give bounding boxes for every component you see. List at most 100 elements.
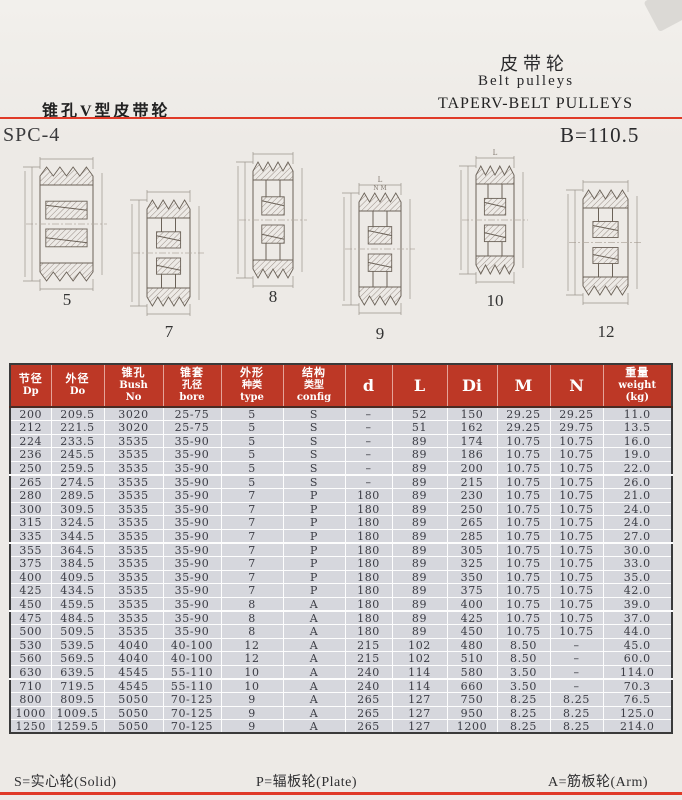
- cell: 10.75: [497, 461, 551, 477]
- cell: P: [283, 569, 346, 584]
- cell: S: [283, 406, 346, 421]
- cell: 500: [10, 624, 52, 639]
- cell: 10.75: [497, 583, 551, 598]
- table-row: 300 309.5 3535 35-90 7 P 180 89 250 10.75 10.75 24.…: [10, 501, 672, 516]
- cell: 35-90: [163, 569, 222, 584]
- cell: 40-100: [163, 637, 222, 652]
- cell: 3535: [104, 569, 164, 584]
- cell: 180: [345, 501, 393, 516]
- header-cell: 结构 类型 config: [283, 364, 346, 409]
- cell: 409.5: [51, 569, 105, 584]
- cell: 21.0: [603, 488, 672, 503]
- cell: 180: [345, 610, 393, 625]
- drawing-label-7: 7: [164, 322, 174, 341]
- cell: 1200: [447, 719, 498, 734]
- cell: 375: [447, 583, 498, 598]
- cell: 52: [392, 406, 448, 421]
- cell: 265: [345, 705, 393, 720]
- cell: 384.5: [51, 556, 105, 571]
- cell: P: [283, 501, 346, 516]
- table-row: 335 344.5 3535 35-90 7 P 180 89 285 10.75 10.75 27.…: [10, 529, 672, 545]
- cell: 35-90: [163, 515, 222, 530]
- header-cell: 锥孔 Bush No: [104, 364, 164, 409]
- cell: 10.75: [497, 515, 551, 530]
- cell: 7: [221, 542, 284, 557]
- cell: 162: [447, 420, 498, 435]
- table-row: 200 209.5 3020 25-75 5 S –52 150 29.25 29.25 11.0: [10, 406, 672, 421]
- svg-text:N M: N M: [373, 185, 386, 192]
- cell: 8.25: [550, 705, 604, 720]
- cell: 324.5: [51, 515, 105, 530]
- cell: 45.0: [603, 637, 672, 652]
- cell: 240: [345, 664, 393, 681]
- cell: A: [283, 719, 346, 734]
- cell: –: [345, 433, 393, 448]
- pulley-drawing-5: [23, 157, 107, 291]
- cell: 35-90: [163, 447, 222, 462]
- cell: 89: [392, 624, 448, 639]
- cell: 13.5: [603, 420, 672, 435]
- cell: 125.0: [603, 705, 672, 720]
- cell: 51: [392, 420, 448, 435]
- cell: 350: [447, 569, 498, 584]
- cell: 400: [447, 597, 498, 613]
- cell: A: [283, 678, 346, 693]
- cell: 8: [221, 624, 284, 639]
- cell: 5050: [104, 705, 164, 720]
- cell: 250: [447, 501, 498, 516]
- cell: 114.0: [603, 664, 672, 681]
- section-heading-en: TAPERV-BELT PULLEYS: [438, 95, 633, 112]
- cell: A: [283, 651, 346, 666]
- cell: 25-75: [163, 406, 222, 421]
- cell: 1259.5: [51, 719, 105, 734]
- cell: 560: [10, 651, 52, 666]
- header-row: 节径 Dp 外径 Do 锥孔 Bush No 锥套 孔径 bore 外形 种类 type 结构 类型 conf…: [10, 364, 672, 409]
- cell: 509.5: [51, 624, 105, 639]
- pulley-drawing-9: LN M: [342, 176, 415, 315]
- section-heading-cn: 锥孔V型皮带轮: [42, 103, 171, 120]
- cell: 3535: [104, 501, 164, 516]
- cell: S: [283, 433, 346, 448]
- table-row: 425 434.5 3535 35-90 7 P 180 89 375 10.75 10.75 42.…: [10, 583, 672, 598]
- cell: 5050: [104, 692, 164, 707]
- cell: 89: [392, 461, 448, 477]
- cell: 5: [221, 474, 284, 489]
- header-cell: 锥套 孔径 bore: [163, 364, 222, 409]
- cell: 26.0: [603, 474, 672, 489]
- cell: –: [345, 474, 393, 489]
- cell: 200: [447, 461, 498, 477]
- table-row: 315 324.5 3535 35-90 7 P 180 89 265 10.75 10.75 24.…: [10, 515, 672, 530]
- cell: S: [283, 420, 346, 435]
- cell: 4545: [104, 678, 164, 693]
- cell: 240: [345, 678, 393, 693]
- cell: 27.0: [603, 529, 672, 545]
- cell: 60.0: [603, 651, 672, 666]
- cell: 400: [10, 569, 52, 584]
- cell: 236: [10, 447, 52, 462]
- cell: 35.0: [603, 569, 672, 584]
- cell: 305: [447, 542, 498, 557]
- cell: P: [283, 583, 346, 598]
- cell: 11.0: [603, 406, 672, 421]
- cell: 150: [447, 406, 498, 421]
- cell: 10.75: [497, 488, 551, 503]
- cell: 8: [221, 610, 284, 625]
- cell: 7: [221, 529, 284, 545]
- cell: 10.75: [550, 529, 604, 545]
- cell: 8: [221, 597, 284, 613]
- page-title-en: Belt pulleys: [478, 73, 575, 89]
- cell: 24.0: [603, 515, 672, 530]
- cell: A: [283, 637, 346, 652]
- bottom-divider-line: [0, 792, 682, 795]
- cell: S: [283, 474, 346, 489]
- cell: 450: [10, 597, 52, 613]
- cell: 10.75: [550, 610, 604, 625]
- cell: 425: [10, 583, 52, 598]
- cell: 10.75: [497, 569, 551, 584]
- cell: 89: [392, 501, 448, 516]
- cell: 7: [221, 556, 284, 571]
- cell: 89: [392, 447, 448, 462]
- cell: P: [283, 556, 346, 571]
- cell: 719.5: [51, 678, 105, 693]
